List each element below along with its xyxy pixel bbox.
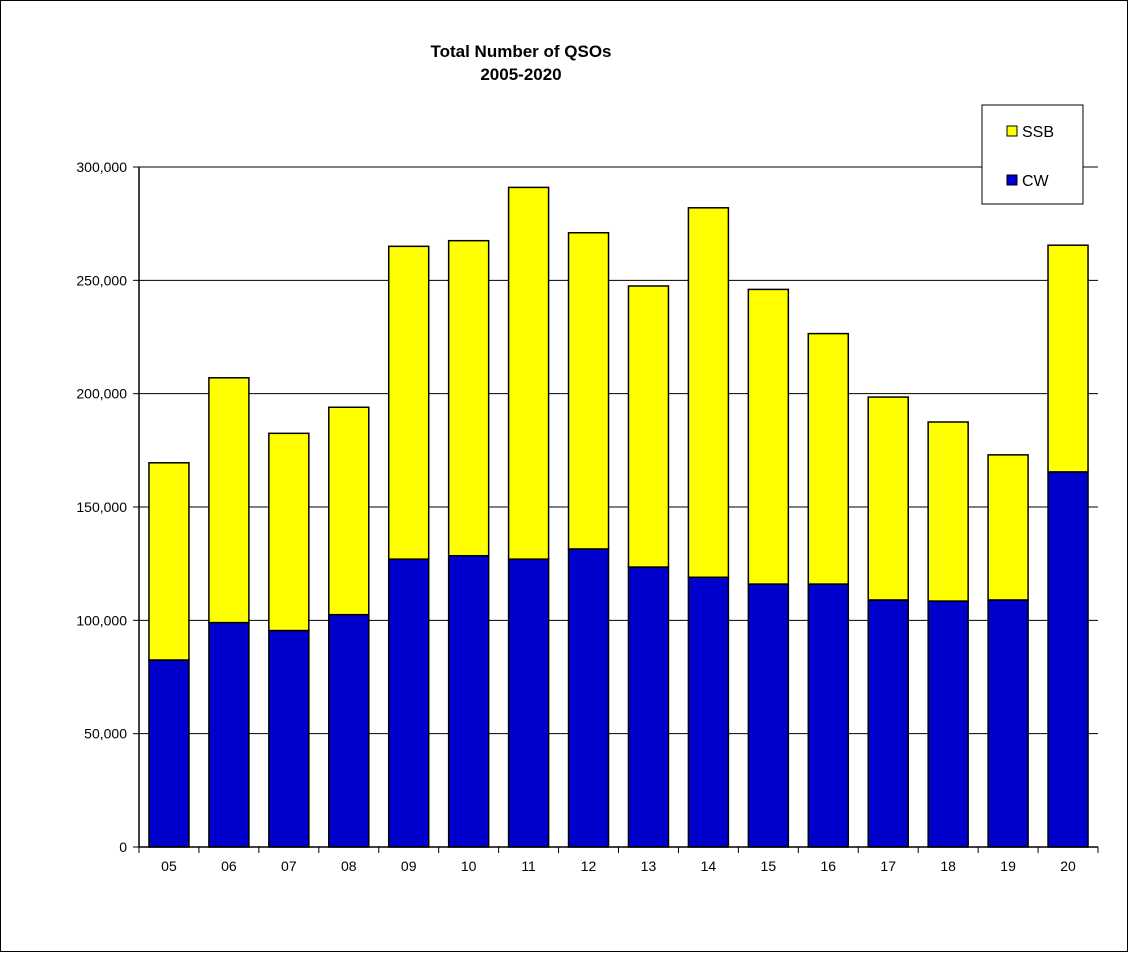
bar-cw-11 (507, 558, 550, 848)
bar-ssb-16 (807, 332, 850, 585)
bar-ssb-13 (627, 285, 670, 568)
x-tick-label: 13 (641, 858, 657, 874)
bar-cw-15 (747, 583, 790, 848)
bar-ssb-14 (687, 207, 730, 579)
x-tick-label: 09 (401, 858, 417, 874)
x-tick-label: 07 (281, 858, 297, 874)
bar-cw-13 (627, 566, 670, 848)
bar-cw-20 (1047, 471, 1089, 848)
x-tick-label: 16 (820, 858, 836, 874)
bar-series (148, 186, 1089, 848)
bar-cw-12 (567, 548, 610, 848)
y-tick-label: 250,000 (76, 272, 127, 288)
bar-ssb-17 (867, 396, 909, 601)
legend-swatch-cw (1006, 174, 1018, 186)
y-tick-label: 300,000 (76, 159, 127, 175)
bar-ssb-06 (208, 377, 250, 624)
x-tick-label: 08 (341, 858, 357, 874)
bar-ssb-19 (987, 454, 1029, 601)
x-tick-label: 17 (880, 858, 896, 874)
x-tick-label: 15 (761, 858, 777, 874)
y-tick-label: 50,000 (84, 726, 127, 742)
y-tick-label: 100,000 (76, 612, 127, 628)
bar-ssb-07 (268, 432, 310, 632)
x-tick-label: 06 (221, 858, 237, 874)
x-tick-label: 05 (161, 858, 177, 874)
bar-ssb-05 (148, 462, 190, 661)
legend: SSB CW (981, 104, 1084, 205)
bar-ssb-09 (387, 245, 430, 560)
x-tick-label: 14 (701, 858, 717, 874)
legend-box (981, 104, 1084, 205)
x-tick-label: 10 (461, 858, 477, 874)
bar-cw-05 (148, 659, 190, 848)
bar-ssb-10 (447, 239, 490, 557)
x-tick-label: 12 (581, 858, 597, 874)
y-tick-label: 200,000 (76, 386, 127, 402)
axes: 0 50,000 100,000 150,000 200,000 250,000 300,0… (76, 159, 1099, 874)
bar-cw-16 (807, 583, 850, 848)
x-tick-label: 19 (1000, 858, 1016, 874)
bar-cw-19 (987, 599, 1029, 848)
bar-cw-10 (447, 554, 490, 848)
bar-ssb-18 (927, 421, 969, 602)
chart-title: Total Number of QSOs (430, 42, 611, 61)
bar-ssb-11 (507, 186, 550, 560)
x-tick-label: 18 (940, 858, 956, 874)
legend-label-ssb: SSB (1022, 124, 1054, 141)
y-tick-label: 150,000 (76, 499, 127, 515)
bar-cw-07 (268, 629, 310, 848)
bar-cw-09 (387, 558, 430, 848)
bar-cw-18 (927, 600, 969, 848)
x-tick-label: 11 (521, 858, 536, 874)
bar-cw-06 (208, 621, 250, 848)
legend-label-cw: CW (1022, 173, 1050, 190)
chart-subtitle: 2005-2020 (480, 65, 561, 84)
x-tick-label: 20 (1060, 858, 1076, 874)
y-tick-label: 0 (119, 839, 127, 855)
bar-cw-08 (328, 613, 370, 848)
bar-cw-17 (867, 599, 909, 848)
bar-cw-14 (687, 576, 730, 848)
bar-ssb-20 (1047, 244, 1089, 473)
bar-ssb-15 (747, 288, 790, 585)
bar-ssb-12 (567, 231, 610, 550)
bar-ssb-08 (328, 406, 370, 616)
legend-swatch-ssb (1006, 125, 1018, 137)
